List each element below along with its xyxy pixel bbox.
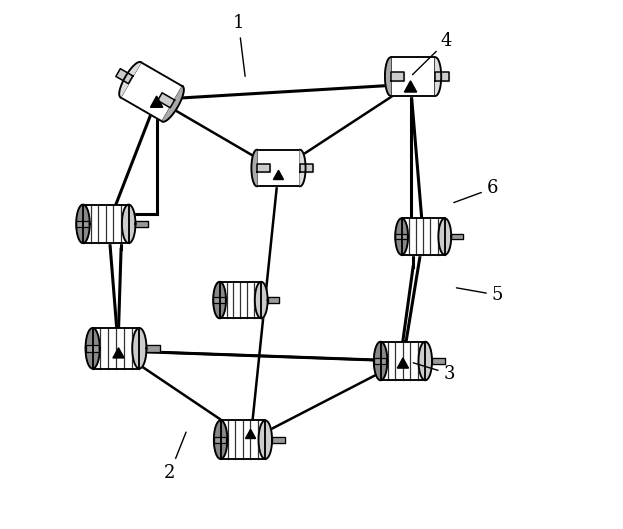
Polygon shape <box>395 218 408 255</box>
Polygon shape <box>273 170 283 179</box>
Polygon shape <box>272 436 285 443</box>
Polygon shape <box>391 57 435 96</box>
Polygon shape <box>214 436 226 443</box>
Polygon shape <box>419 342 432 380</box>
Polygon shape <box>85 345 98 352</box>
Polygon shape <box>374 358 386 364</box>
Polygon shape <box>221 421 265 459</box>
Polygon shape <box>439 218 451 255</box>
Polygon shape <box>395 234 407 240</box>
Polygon shape <box>76 205 90 243</box>
Polygon shape <box>391 72 404 81</box>
Polygon shape <box>122 205 135 243</box>
Polygon shape <box>432 358 445 364</box>
Polygon shape <box>119 62 141 97</box>
Polygon shape <box>132 328 146 369</box>
Polygon shape <box>151 96 163 107</box>
Polygon shape <box>85 328 100 369</box>
Polygon shape <box>76 221 89 227</box>
Polygon shape <box>158 93 174 108</box>
Text: 6: 6 <box>454 179 498 203</box>
Polygon shape <box>162 86 184 122</box>
Polygon shape <box>219 282 261 318</box>
Polygon shape <box>257 164 270 172</box>
Polygon shape <box>83 205 129 243</box>
Text: 1: 1 <box>233 14 245 76</box>
Text: 2: 2 <box>164 432 186 482</box>
Polygon shape <box>214 421 227 459</box>
Polygon shape <box>120 62 183 122</box>
Text: 4: 4 <box>412 32 452 75</box>
Polygon shape <box>300 164 313 172</box>
Polygon shape <box>116 69 133 84</box>
Polygon shape <box>435 72 449 81</box>
Polygon shape <box>135 221 148 227</box>
Polygon shape <box>397 358 409 368</box>
Polygon shape <box>213 297 225 303</box>
Polygon shape <box>268 297 279 303</box>
Polygon shape <box>404 81 417 92</box>
Polygon shape <box>252 150 257 186</box>
Polygon shape <box>93 328 140 369</box>
Text: 5: 5 <box>457 286 503 304</box>
Polygon shape <box>381 342 426 380</box>
Polygon shape <box>257 150 300 186</box>
Polygon shape <box>435 57 441 96</box>
Polygon shape <box>402 218 445 255</box>
Polygon shape <box>385 57 391 96</box>
Polygon shape <box>259 421 272 459</box>
Polygon shape <box>451 234 464 240</box>
Polygon shape <box>255 282 268 318</box>
Polygon shape <box>146 345 159 352</box>
Text: 3: 3 <box>413 363 455 383</box>
Polygon shape <box>300 150 305 186</box>
Polygon shape <box>245 430 255 439</box>
Polygon shape <box>213 282 226 318</box>
Polygon shape <box>113 348 124 358</box>
Polygon shape <box>374 342 388 380</box>
